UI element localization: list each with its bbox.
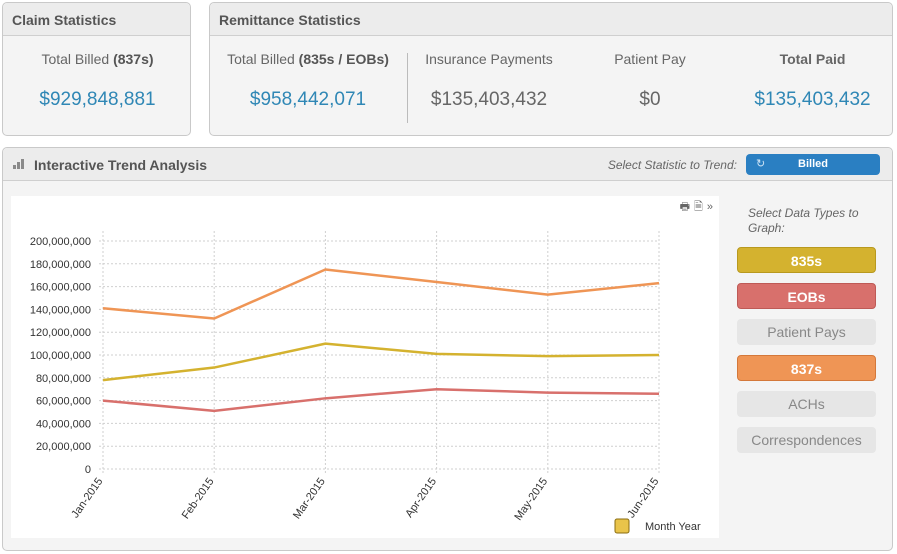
x-tick-label: Apr-2015 [403,476,439,520]
data-type-eobs-button[interactable]: EOBs [737,283,876,309]
y-tick-label: 80,000,000 [36,373,91,385]
trend-analysis-title: Interactive Trend Analysis [34,157,207,173]
trend-line-chart: 200,000,000 180,000,000 160,000,000 140,000… [30,231,701,534]
statistic-select-value: Billed [798,158,828,170]
statistic-select-button[interactable]: ↻ Billed [746,154,880,175]
remit-label-text: Total Billed [227,51,299,67]
total-paid-label: Total Paid [779,51,846,67]
x-tick-label: May-2015 [512,476,550,523]
patient-pay-label: Patient Pay [614,51,686,67]
claim-label-text: Total Billed [41,51,114,67]
x-tick-label: Jun-2015 [625,476,661,520]
series-line-837s[interactable] [102,268,660,320]
x-axis-title: Month Year [645,521,701,533]
y-tick-label: 120,000,000 [30,327,91,339]
sort-icon[interactable] [614,518,630,534]
expand-icon[interactable]: » [706,201,713,213]
claim-statistics-panel: Claim Statistics Total Billed (837s) $92… [2,2,191,136]
remit-total-billed-label: Total Billed (835s / EOBs) [220,51,396,67]
stat-divider [407,53,408,123]
y-tick-label: 160,000,000 [30,282,91,294]
data-type-correspondences-button[interactable]: Correspondences [737,427,876,453]
x-tick-label: Jan-2015 [69,476,105,520]
bar-chart-icon [13,159,27,169]
chart-toolbar: 🖶 🗎» [676,198,713,217]
y-tick-label: 200,000,000 [30,236,91,248]
y-tick-label: 40,000,000 [36,418,91,430]
claim-total-billed-stat: Total Billed (837s) $929,848,881 [3,51,192,111]
y-tick-label: 100,000,000 [30,350,91,362]
trend-analysis-header: Interactive Trend Analysis Select Statis… [3,148,892,181]
data-type-patient-pays-button[interactable]: Patient Pays [737,319,876,345]
print-icon[interactable]: 🖶 [679,201,691,213]
x-tick-label: Feb-2015 [180,476,217,521]
insurance-payments-stat: Insurance Payments $135,403,432 [414,51,564,111]
patient-pay-stat: Patient Pay $0 [580,51,720,111]
patient-pay-value: $0 [639,89,661,110]
total-paid-value: $135,403,432 [754,89,871,110]
y-tick-label: 140,000,000 [30,304,91,316]
total-paid-stat: Total Paid $135,403,432 [740,51,885,111]
remit-label-bold: (835s / EOBs) [298,51,389,67]
y-tick-label: 60,000,000 [36,396,91,408]
data-type-achs-button[interactable]: ACHs [737,391,876,417]
y-tick-label: 20,000,000 [36,441,91,453]
remittance-statistics-panel: Remittance Statistics Total Billed (835s… [209,2,893,136]
remit-total-billed-stat: Total Billed (835s / EOBs) $958,442,071 [220,51,396,111]
data-type-837s-button[interactable]: 837s [737,355,876,381]
x-tick-label: Mar-2015 [291,476,328,521]
chart-area: 🖶 🗎» 200,000,000 180,000,000 160,000,000 140… [11,196,719,538]
claim-total-billed-label: Total Billed (837s) [3,51,192,67]
claim-statistics-title: Claim Statistics [3,3,190,36]
remit-total-billed-value: $958,442,071 [249,89,367,110]
trend-analysis-panel: Interactive Trend Analysis Select Statis… [2,147,893,551]
remittance-statistics-title: Remittance Statistics [210,3,892,36]
series-line-835s[interactable] [102,342,660,382]
series-line-eobs[interactable] [102,387,660,413]
y-tick-label: 180,000,000 [30,259,91,271]
export-icon[interactable]: 🗎 [694,201,703,213]
refresh-icon: ↻ [756,158,766,170]
claim-label-bold: (837s) [113,51,154,67]
x-axis-title-group: Month Year [614,518,701,534]
insurance-payments-label: Insurance Payments [425,51,553,67]
y-tick-label: 0 [85,464,91,476]
claim-total-billed-value: $929,848,881 [39,89,156,110]
data-types-title: Select Data Types to Graph: [748,206,859,235]
insurance-payments-value: $135,403,432 [430,89,548,110]
select-statistic-label: Select Statistic to Trend: [607,158,737,172]
data-type-835s-button[interactable]: 835s [737,247,876,273]
